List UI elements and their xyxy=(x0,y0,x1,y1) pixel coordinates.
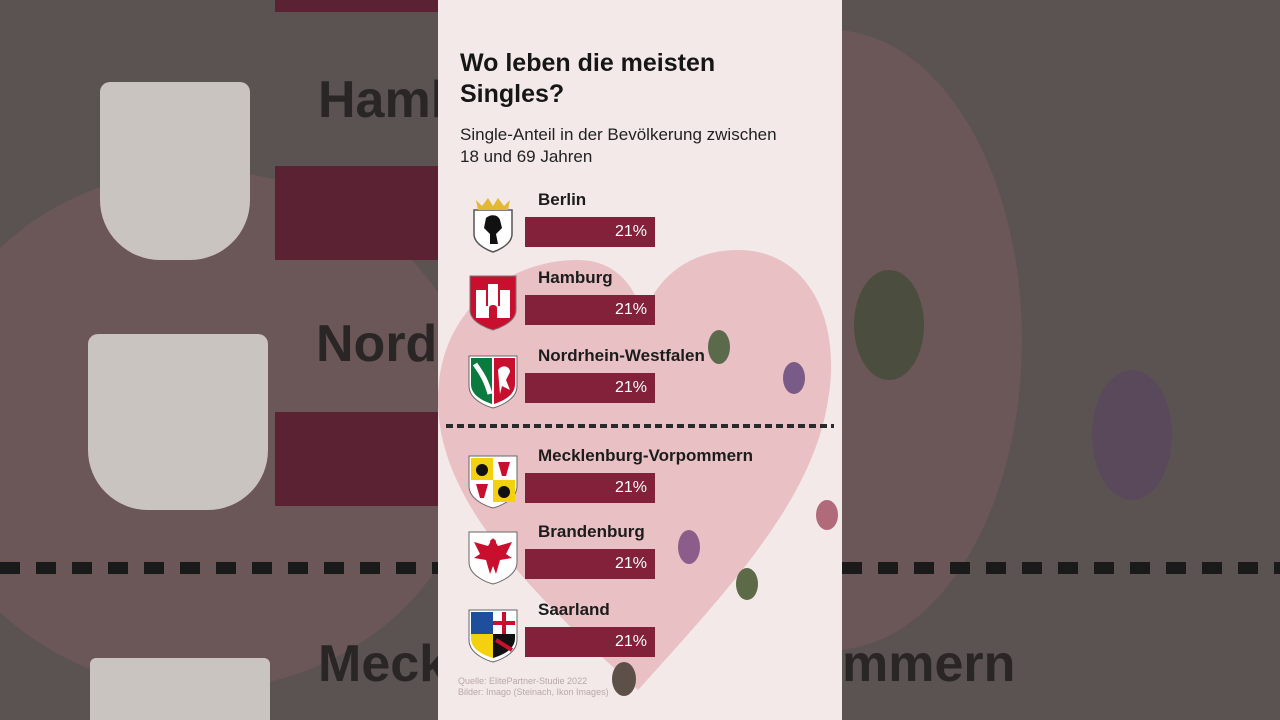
chart-subtitle: Single-Anteil in der Bevölkerung zwische… xyxy=(460,125,777,166)
bar-row: Saarland 21% xyxy=(438,600,842,670)
berlin-crest-icon xyxy=(466,194,520,254)
bar-row: Mecklenburg-Vorpommern 21% xyxy=(438,446,842,516)
background-person xyxy=(854,270,924,380)
background-left: Hamb Nordr Meckl xyxy=(0,0,438,720)
bar: 21% xyxy=(525,373,655,403)
credit-line: Bilder: Imago (Steinach, Ikon Images) xyxy=(458,687,609,697)
person-figure xyxy=(612,662,636,696)
background-nrw-crest-icon xyxy=(88,334,268,510)
background-person xyxy=(1092,370,1172,500)
background-bar xyxy=(275,0,438,12)
category-label: Saarland xyxy=(538,600,610,619)
background-dashed-line xyxy=(0,562,438,574)
saarland-crest-icon xyxy=(466,604,520,664)
chart-title: Wo leben die meisten Singles? xyxy=(460,49,716,108)
person-figure xyxy=(736,568,758,600)
bar-row: Brandenburg 21% xyxy=(438,522,842,592)
bar: 21% xyxy=(525,295,655,325)
background-mv-crest-icon xyxy=(90,658,270,720)
category-label: Brandenburg xyxy=(538,522,645,541)
bar: 21% xyxy=(525,473,655,503)
person-figure xyxy=(678,530,700,564)
infographic-panel: Wo leben die meisten Singles? Single-Ant… xyxy=(438,0,842,720)
background-bar xyxy=(275,166,438,260)
category-label: Berlin xyxy=(538,190,587,209)
category-label: Nordrhein-Westfalen xyxy=(538,346,705,365)
bar: 21% xyxy=(525,217,655,247)
group-divider xyxy=(446,424,834,428)
person-figure xyxy=(783,362,805,394)
bar: 21% xyxy=(525,549,655,579)
value-label: 21% xyxy=(614,555,647,572)
value-label: 21% xyxy=(614,301,647,318)
category-label: Mecklenburg-Vorpommern xyxy=(538,446,754,465)
bar-row: Berlin 21% xyxy=(438,190,842,260)
value-label: 21% xyxy=(614,633,647,650)
brandenburg-crest-icon xyxy=(466,526,520,586)
background-dashed-line xyxy=(842,562,1280,574)
background-bar xyxy=(275,412,438,506)
background-text-meck-right: mmern xyxy=(842,635,1016,693)
person-figure xyxy=(816,500,838,530)
bar-row: Hamburg 21% xyxy=(438,268,842,338)
category-label: Hamburg xyxy=(538,268,613,287)
source-note: Quelle: ElitePartner-Studie 2022 Bilder:… xyxy=(458,676,609,698)
background-text-nrw: Nordr xyxy=(316,315,438,373)
heart-illustration xyxy=(438,250,832,690)
bar-row: Nordrhein-Westfalen 21% xyxy=(438,346,842,416)
bar: 21% xyxy=(525,627,655,657)
background-hamburg-crest-icon xyxy=(100,82,250,260)
value-label: 21% xyxy=(614,379,647,396)
value-label: 21% xyxy=(614,479,647,496)
source-line: Quelle: ElitePartner-Studie 2022 xyxy=(458,676,588,686)
mv-crest-icon xyxy=(466,450,520,510)
hamburg-crest-icon xyxy=(466,272,520,332)
nrw-crest-icon xyxy=(466,350,520,410)
background-right: mmern xyxy=(842,0,1280,720)
value-label: 21% xyxy=(614,223,647,240)
background-text-hamburg: Hamb xyxy=(318,71,438,129)
background-text-meck-left: Meckl xyxy=(318,635,438,693)
person-figure xyxy=(708,330,730,364)
